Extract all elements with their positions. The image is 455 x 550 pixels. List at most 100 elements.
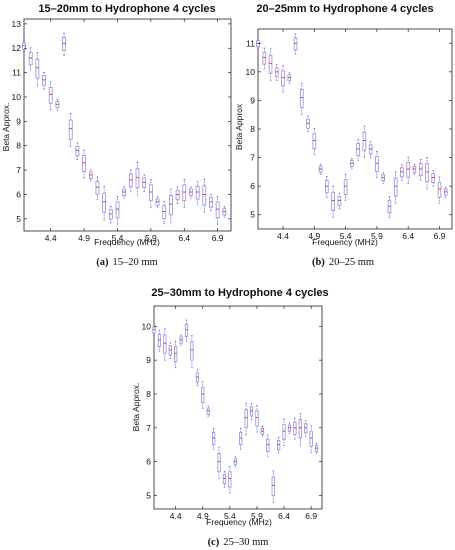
box-body bbox=[266, 438, 270, 452]
box-body bbox=[343, 178, 348, 195]
panel-a-box bbox=[75, 142, 80, 160]
box-body bbox=[102, 192, 107, 213]
panel-a-box bbox=[62, 32, 66, 56]
box-body bbox=[309, 430, 313, 447]
x-tick-label: 5.4 bbox=[224, 511, 236, 521]
panel-b-box bbox=[287, 72, 292, 84]
panel-a-x-ticks: 4.4 4.9 5.4 5.9 6.4 6.9 bbox=[45, 19, 224, 243]
box-body bbox=[217, 453, 221, 473]
box-body bbox=[195, 185, 200, 200]
x-tick-label: 6.4 bbox=[278, 511, 290, 521]
panel-a-caption-text: 15–20 mm bbox=[113, 257, 158, 268]
panel-b-box bbox=[400, 164, 404, 181]
box-body bbox=[437, 181, 442, 198]
panel-a-box bbox=[155, 196, 160, 209]
box-body bbox=[375, 156, 379, 172]
panel-a-box bbox=[55, 98, 60, 111]
box-body bbox=[239, 432, 243, 446]
panel-a-box bbox=[169, 188, 173, 223]
panel-a-box bbox=[142, 174, 147, 192]
box-body bbox=[268, 54, 273, 74]
box-body bbox=[163, 334, 167, 354]
panel-c-box bbox=[228, 466, 232, 494]
panel-c-box bbox=[233, 456, 237, 468]
box-body bbox=[418, 163, 423, 177]
panel-b-x-ticks: 4.4 4.9 5.4 5.9 6.4 6.9 bbox=[277, 29, 446, 241]
panel-b-box bbox=[406, 156, 411, 184]
y-tick-label: 5 bbox=[146, 490, 151, 500]
box-body bbox=[75, 145, 80, 157]
panel-b-box bbox=[443, 186, 448, 198]
box-body bbox=[331, 191, 335, 211]
box-body bbox=[48, 86, 53, 104]
box-body bbox=[325, 180, 329, 194]
box-body bbox=[215, 201, 220, 219]
x-tick-label: 5.9 bbox=[371, 231, 383, 241]
y-tick-label: 13 bbox=[12, 19, 22, 29]
panel-a-box bbox=[202, 178, 207, 213]
panel-b-y-axis-label: Beta Approx bbox=[234, 103, 244, 150]
panel-c-box bbox=[157, 329, 162, 352]
panel-b-box bbox=[293, 33, 298, 55]
panel-b-box bbox=[268, 48, 273, 81]
box-body bbox=[28, 51, 33, 66]
box-body bbox=[108, 209, 113, 220]
y-tick-label: 5 bbox=[250, 210, 255, 220]
box-body bbox=[184, 323, 189, 337]
x-tick-label: 6.4 bbox=[402, 231, 414, 241]
panel-b-caption-label: (b) bbox=[312, 257, 325, 268]
x-tick-label: 6.9 bbox=[212, 233, 224, 243]
panel-a-caption-label: (a) bbox=[96, 257, 109, 268]
panel-b: 20–25mm to Hydrophone 4 cycles 4.4 4.9 5.4… bbox=[234, 3, 453, 268]
box-body bbox=[425, 163, 429, 183]
box-body bbox=[175, 189, 180, 201]
panel-a-box bbox=[102, 186, 107, 221]
y-tick-label: 6 bbox=[146, 457, 151, 467]
box-body bbox=[209, 197, 213, 208]
box-body bbox=[202, 185, 207, 206]
panel-c-caption-label: (c) bbox=[208, 537, 220, 548]
box-body bbox=[299, 89, 304, 108]
panel-a-box bbox=[48, 81, 53, 110]
box-body bbox=[128, 173, 133, 188]
x-tick-label: 4.4 bbox=[170, 511, 182, 521]
panel-c-box bbox=[249, 403, 254, 420]
panel-b-box bbox=[337, 192, 342, 210]
box-body bbox=[356, 143, 360, 157]
panel-c-box bbox=[244, 402, 248, 436]
box-body bbox=[228, 471, 232, 488]
panel-b-box bbox=[306, 115, 310, 133]
panel-a-box bbox=[88, 169, 93, 182]
panel-c-box bbox=[239, 427, 243, 450]
panel-b-caption: (b) 20–25 mm bbox=[312, 257, 374, 268]
x-tick-label: 5.4 bbox=[112, 233, 124, 243]
panel-a-y-axis-label: Beta Approx. bbox=[1, 103, 11, 152]
panel-b-box bbox=[331, 185, 335, 218]
box-body bbox=[211, 432, 216, 446]
box-body bbox=[182, 184, 187, 202]
panel-b-box bbox=[318, 163, 323, 175]
panel-c-plot-frame bbox=[153, 305, 323, 510]
panel-b-box bbox=[299, 82, 304, 115]
panel-c-box bbox=[217, 446, 221, 480]
y-tick-label: 6 bbox=[250, 181, 255, 191]
panel-a-box bbox=[28, 47, 33, 71]
panel-c-x-axis-label: Frequency (MHz) bbox=[206, 517, 272, 527]
panel-a-box bbox=[68, 113, 73, 148]
panel-b-box bbox=[412, 163, 417, 175]
panel-b-box bbox=[281, 65, 285, 93]
box-body bbox=[255, 410, 259, 427]
panel-c-y-axis-label: Beta Approx. bbox=[131, 383, 141, 432]
panel-b-box bbox=[393, 171, 398, 204]
panel-a-box bbox=[128, 169, 133, 193]
box-body bbox=[293, 421, 297, 435]
panel-a-box bbox=[162, 201, 167, 224]
box-body bbox=[95, 181, 100, 195]
box-body bbox=[142, 177, 147, 188]
panel-b-x-axis-label: Frequency (MHz) bbox=[312, 237, 378, 247]
x-tick-label: 4.4 bbox=[277, 231, 289, 241]
panel-c-box bbox=[277, 437, 281, 454]
box-body bbox=[244, 409, 248, 429]
panel-b-box bbox=[431, 170, 436, 187]
panel-a-box bbox=[115, 196, 120, 225]
